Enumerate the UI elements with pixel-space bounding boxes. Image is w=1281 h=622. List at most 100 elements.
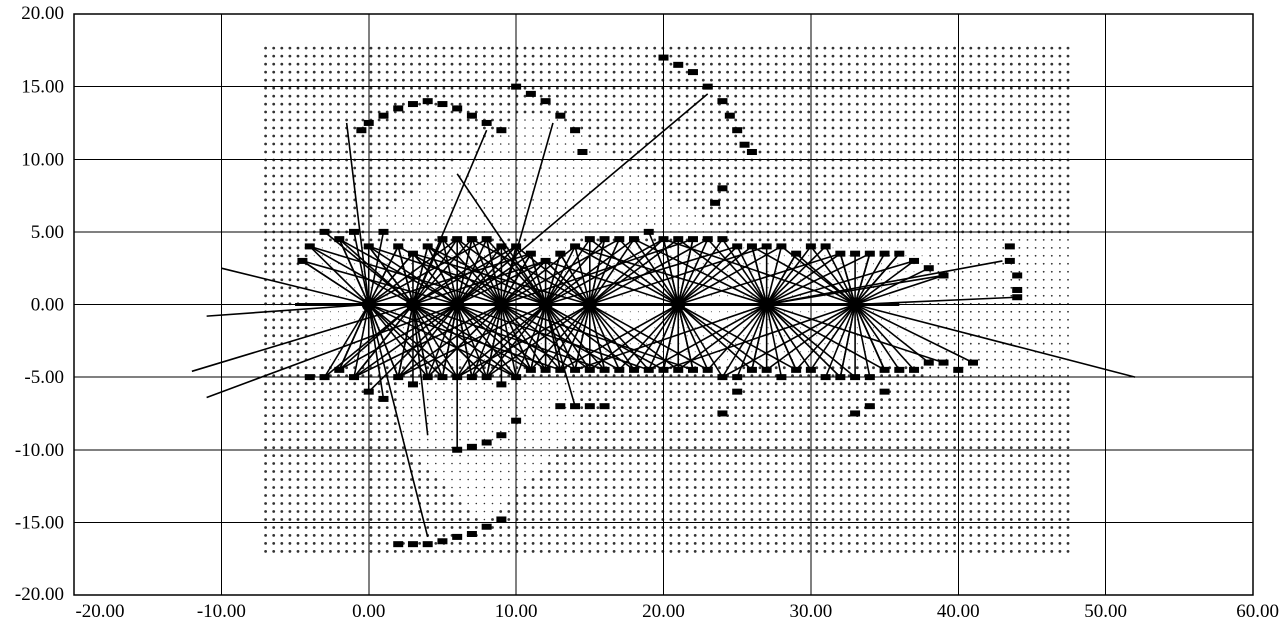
grid-cell-715 — [353, 462, 357, 465]
grid-cell-3979 — [766, 462, 770, 465]
grid-cell-2162 — [532, 151, 534, 153]
grid-cell-1656 — [466, 102, 470, 106]
grid-cell-1066 — [394, 215, 397, 217]
grid-cell-1204 — [410, 134, 413, 138]
grid-cell-4345 — [807, 94, 811, 98]
grid-cell-3014 — [645, 502, 648, 505]
grid-cell-2627 — [596, 526, 600, 529]
grid-cell-135 — [280, 494, 284, 497]
grid-cell-4109 — [782, 446, 786, 449]
grid-cell-2414 — [564, 183, 567, 185]
grid-cell-3499 — [701, 206, 705, 210]
grid-cell-3696 — [726, 166, 729, 170]
grid-cell-1021 — [385, 62, 389, 66]
grid-cell-1706 — [475, 215, 478, 217]
grid-cell-1842 — [491, 151, 494, 153]
grid-cell-4660 — [847, 134, 851, 138]
grid-cell-1288 — [426, 486, 430, 489]
grid-cell-341 — [304, 382, 308, 386]
grid-cell-2410 — [564, 215, 567, 217]
grid-cell-1010 — [385, 150, 389, 154]
grid-cell-4442 — [824, 343, 826, 345]
grid-cell-1785 — [483, 94, 486, 98]
grid-cell-3024 — [645, 422, 648, 425]
grid-cell-2477 — [572, 191, 575, 193]
grid-cell-2559 — [580, 46, 584, 50]
grid-cell-1484 — [451, 454, 453, 457]
grid-cell-4995 — [896, 526, 900, 529]
grid-cell-784 — [361, 422, 365, 425]
grid-cell-809 — [361, 222, 365, 226]
grid-cell-534 — [329, 374, 332, 378]
grid-cell-512 — [329, 550, 332, 553]
grid-cell-1528 — [450, 102, 454, 106]
grid-cell-1729 — [483, 542, 486, 545]
grid-cell-4748 — [864, 454, 867, 457]
grid-cell-2431 — [564, 46, 567, 50]
grid-cell-930 — [378, 279, 380, 281]
grid-cell-2669 — [597, 191, 599, 193]
grid-cell-4413 — [815, 62, 819, 66]
grid-cell-393 — [312, 478, 316, 481]
grid-cell-897 — [377, 542, 381, 545]
grid-cell-4656 — [847, 166, 851, 170]
grid-cell-2980 — [637, 263, 639, 265]
grid-cell-4530 — [831, 150, 835, 154]
grid-cell-3947 — [758, 206, 762, 210]
grid-cell-257 — [296, 542, 300, 545]
grid-cell-4087 — [774, 110, 778, 114]
grid-cell-2646 — [596, 374, 600, 378]
grid-cell-2120 — [531, 486, 535, 489]
grid-cell-1071 — [393, 174, 397, 178]
grid-cell-3891 — [750, 142, 754, 146]
grid-cell-593 — [337, 414, 340, 417]
grid-cell-66 — [272, 534, 276, 537]
grid-cell-2742 — [604, 118, 608, 122]
grid-cell-279 — [296, 366, 300, 370]
grid-cell-2821 — [620, 510, 624, 513]
grid-cell-1360 — [435, 422, 437, 425]
grid-cell-4044 — [774, 454, 778, 457]
grid-cell-4569 — [840, 351, 842, 353]
grid-cell-2671 — [597, 175, 599, 177]
grid-cell-36 — [264, 262, 267, 266]
grid-cell-2868 — [620, 134, 624, 138]
grid-cell-3520 — [710, 550, 713, 553]
grid-cell-1862 — [499, 502, 502, 505]
grid-cell-2636 — [596, 454, 600, 457]
grid-cell-4668 — [847, 70, 851, 74]
grid-cell-2065 — [524, 414, 526, 417]
grid-cell-2288 — [548, 167, 551, 169]
grid-cell-2222 — [540, 183, 542, 185]
grid-cell-4745 — [864, 478, 867, 481]
grid-cell-1676 — [475, 454, 478, 457]
grid-cell-4165 — [791, 510, 794, 513]
grid-cell-3401 — [693, 478, 697, 481]
grid-cell-4945 — [888, 414, 892, 417]
grid-cell-4395 — [815, 206, 819, 210]
grid-cell-4740 — [864, 518, 867, 521]
grid-cell-1934 — [508, 438, 510, 441]
grid-cell-3576 — [710, 102, 713, 106]
grid-cell-3804 — [743, 327, 745, 329]
grid-cell-2160 — [532, 167, 534, 169]
grid-cell-635 — [337, 78, 340, 82]
grid-cell-2667 — [597, 207, 599, 209]
grid-cell-4652 — [847, 198, 851, 202]
grid-cell-1094 — [402, 502, 405, 505]
grid-cell-2167 — [531, 110, 535, 114]
grid-cell-1588 — [458, 134, 462, 138]
grid-cell-3509 — [701, 126, 705, 130]
grid-cell-1930 — [508, 470, 510, 473]
grid-cell-4851 — [872, 142, 875, 146]
grid-cell-2188 — [540, 454, 542, 457]
grid-cell-3078 — [653, 502, 657, 505]
grid-cell-3102 — [654, 311, 656, 313]
grid-cell-33 — [264, 286, 267, 290]
grid-cell-1030 — [393, 502, 397, 505]
grid-cell-3581 — [710, 62, 713, 66]
grid-cell-3519 — [701, 46, 705, 50]
grid-cell-1386 — [435, 215, 437, 217]
grid-cell-646 — [345, 502, 348, 505]
grid-cell-813 — [361, 190, 365, 194]
